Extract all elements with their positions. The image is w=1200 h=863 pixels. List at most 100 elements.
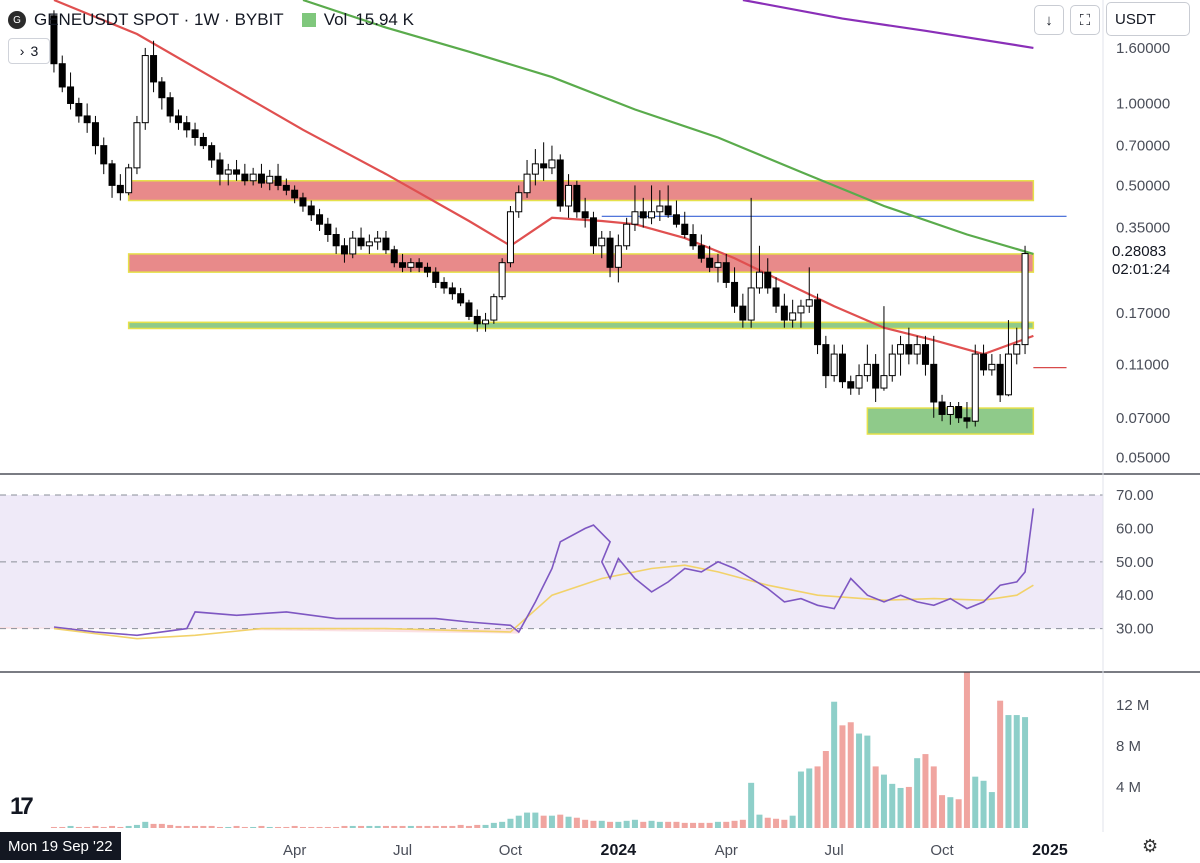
candle	[847, 375, 855, 395]
candle	[208, 142, 216, 168]
candle	[199, 132, 207, 150]
candle	[390, 245, 398, 268]
volume-bar	[648, 820, 655, 828]
volume-swatch	[301, 13, 316, 27]
candle-body	[581, 211, 589, 219]
candle-body	[141, 55, 149, 124]
volume-bar	[457, 824, 464, 828]
gear-icon[interactable]: ⚙	[1142, 836, 1159, 856]
candle	[83, 103, 91, 133]
volume-bar	[416, 825, 423, 828]
candle	[838, 344, 846, 389]
volume-bar	[175, 825, 182, 828]
candle-body	[988, 363, 996, 371]
price-tick-label: 0.50000	[1116, 177, 1170, 194]
candle-body	[291, 189, 299, 199]
candle	[913, 335, 921, 365]
candle	[407, 258, 415, 273]
volume-bar	[241, 826, 248, 828]
volume-bar	[565, 816, 572, 828]
volume-bar	[216, 826, 223, 828]
candle-body	[473, 315, 481, 325]
volume-bar	[125, 825, 132, 828]
green-moving-average	[302, 0, 1034, 255]
candle	[150, 40, 158, 93]
candle-body	[158, 81, 166, 99]
candle-body	[681, 223, 689, 236]
chevron-icon: ›	[19, 43, 25, 59]
candle-body	[648, 211, 656, 219]
candle-body	[490, 296, 498, 321]
candle	[374, 230, 382, 250]
candle-body	[946, 406, 954, 415]
price-tick-label: 0.17000	[1116, 305, 1170, 322]
volume-bar	[507, 818, 514, 828]
volume-bar	[432, 825, 439, 828]
candle	[598, 230, 606, 259]
candle	[282, 178, 290, 196]
last-price: 0.28083	[1112, 243, 1167, 260]
candle-body	[482, 319, 490, 325]
time-tick-label: Apr	[283, 842, 306, 859]
candle-body	[897, 344, 905, 355]
volume-bar	[773, 818, 780, 828]
candle-body	[722, 262, 730, 283]
time-tick-label: 2025	[1032, 842, 1068, 859]
download-button[interactable]: ↓	[1034, 5, 1064, 35]
volume-bar	[615, 821, 622, 828]
candle	[863, 344, 871, 382]
candle-body	[573, 184, 581, 213]
candle	[515, 185, 523, 218]
candle-body	[382, 237, 390, 251]
volume-bar	[482, 824, 489, 828]
candle	[606, 230, 614, 278]
symbol-line[interactable]: GENEUSDT SPOT · 1W · BYBIT	[34, 10, 284, 29]
candle	[631, 185, 639, 231]
candle	[747, 197, 755, 328]
volume-bar	[939, 795, 946, 828]
candle-body	[349, 237, 357, 255]
moving-averages	[53, 0, 1034, 356]
candle	[216, 152, 224, 186]
candle-body	[996, 363, 1004, 396]
volume-pane	[50, 671, 1029, 828]
candle-body	[440, 281, 448, 289]
candle-body	[921, 344, 929, 365]
candle-body	[971, 353, 979, 422]
candle-body	[357, 237, 365, 247]
volume-bar	[623, 820, 630, 828]
volume-bar	[291, 825, 298, 828]
volume-bar	[109, 825, 116, 828]
candle-body	[199, 136, 207, 147]
candle	[639, 197, 647, 228]
candle	[108, 159, 116, 198]
volume-bar	[192, 825, 199, 828]
candle	[473, 309, 481, 332]
candle	[714, 253, 722, 283]
candle-body	[423, 266, 431, 273]
volume-bar	[490, 822, 497, 828]
candle	[133, 115, 141, 175]
candle	[814, 293, 822, 355]
fullscreen-button[interactable]: ⛶	[1070, 5, 1100, 35]
candle	[141, 47, 149, 130]
currency-select[interactable]: USDT	[1106, 2, 1190, 36]
candle	[897, 335, 905, 376]
indicators-toggle[interactable]: › 3	[8, 38, 50, 64]
time-tick-label: Oct	[499, 842, 523, 859]
candle	[307, 200, 315, 221]
candle	[1013, 327, 1021, 365]
candle-body	[830, 353, 838, 377]
candle-body	[905, 344, 913, 355]
volume-bar	[756, 814, 763, 828]
volume-bar	[822, 751, 829, 828]
candle	[722, 253, 730, 288]
candle	[589, 211, 597, 254]
candle-body	[457, 293, 465, 304]
volume-bar	[723, 821, 730, 828]
candle-body	[755, 271, 763, 289]
currency-value: USDT	[1115, 10, 1156, 28]
volume-bar	[806, 768, 813, 828]
candle-body	[506, 211, 514, 264]
